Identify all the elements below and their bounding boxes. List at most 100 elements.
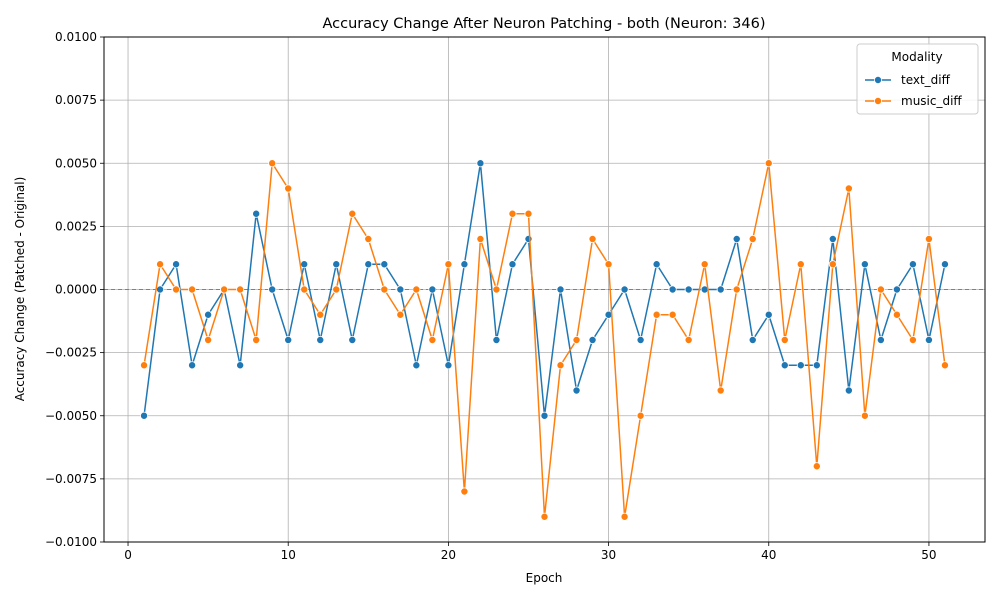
- data-point-text_diff: [748, 335, 757, 344]
- data-point-text_diff: [428, 285, 437, 294]
- data-point-music_diff: [844, 184, 853, 193]
- data-point-text_diff: [172, 260, 181, 269]
- data-point-text_diff: [332, 260, 341, 269]
- data-point-music_diff: [812, 462, 821, 471]
- legend-marker: [874, 76, 883, 85]
- data-point-text_diff: [924, 335, 933, 344]
- data-point-music_diff: [524, 209, 533, 218]
- x-tick-label: 0: [124, 548, 132, 562]
- data-point-text_diff: [300, 260, 309, 269]
- data-point-text_diff: [652, 260, 661, 269]
- data-point-music_diff: [220, 285, 229, 294]
- data-point-music_diff: [316, 310, 325, 319]
- data-point-text_diff: [844, 386, 853, 395]
- series-layer: [140, 159, 949, 521]
- data-point-music_diff: [700, 260, 709, 269]
- legend-item-text_diff: text_diff: [865, 73, 951, 87]
- data-point-music_diff: [716, 386, 725, 395]
- data-point-music_diff: [348, 209, 357, 218]
- data-point-music_diff: [924, 234, 933, 243]
- data-point-music_diff: [620, 512, 629, 521]
- data-point-music_diff: [780, 335, 789, 344]
- data-point-music_diff: [588, 234, 597, 243]
- series-music_diff: [140, 159, 949, 521]
- legend-box: [856, 43, 979, 115]
- legend-label: music_diff: [901, 94, 962, 108]
- data-point-music_diff: [156, 260, 165, 269]
- data-point-text_diff: [380, 260, 389, 269]
- data-point-text_diff: [684, 285, 693, 294]
- series-line-music_diff: [143, 162, 946, 518]
- data-point-text_diff: [412, 361, 421, 370]
- data-point-music_diff: [300, 285, 309, 294]
- y-tick-label: 0.0100: [55, 30, 97, 44]
- data-point-music_diff: [860, 411, 869, 420]
- data-point-text_diff: [524, 234, 533, 243]
- x-tick-label: 10: [281, 548, 296, 562]
- data-point-text_diff: [892, 285, 901, 294]
- data-point-text_diff: [588, 335, 597, 344]
- data-point-music_diff: [444, 260, 453, 269]
- data-point-music_diff: [428, 335, 437, 344]
- data-point-music_diff: [252, 335, 261, 344]
- data-point-music_diff: [556, 361, 565, 370]
- legend-marker: [874, 97, 883, 106]
- data-point-text_diff: [620, 285, 629, 294]
- data-point-music_diff: [684, 335, 693, 344]
- data-point-music_diff: [940, 361, 949, 370]
- y-axis-label: Accuracy Change (Patched - Original): [13, 177, 27, 402]
- data-point-music_diff: [460, 487, 469, 496]
- data-point-text_diff: [460, 260, 469, 269]
- data-point-text_diff: [540, 411, 549, 420]
- data-point-text_diff: [668, 285, 677, 294]
- data-point-music_diff: [380, 285, 389, 294]
- data-point-text_diff: [492, 335, 501, 344]
- y-tick-label: 0.0000: [55, 283, 97, 297]
- data-point-text_diff: [140, 411, 149, 420]
- legend-items: text_diff music_diff: [865, 73, 962, 108]
- data-point-text_diff: [396, 285, 405, 294]
- legend-label: text_diff: [901, 73, 951, 87]
- chart-title: Accuracy Change After Neuron Patching - …: [322, 16, 765, 32]
- data-point-text_diff: [876, 335, 885, 344]
- data-point-text_diff: [156, 285, 165, 294]
- grid-lines: [104, 36, 985, 543]
- data-point-text_diff: [284, 335, 293, 344]
- data-point-music_diff: [396, 310, 405, 319]
- y-tick-label: 0.0050: [55, 156, 97, 170]
- data-point-text_diff: [252, 209, 261, 218]
- data-point-music_diff: [636, 411, 645, 420]
- y-tick-label: 0.0025: [55, 219, 97, 233]
- data-point-text_diff: [236, 361, 245, 370]
- data-point-music_diff: [764, 159, 773, 168]
- data-point-music_diff: [652, 310, 661, 319]
- data-point-music_diff: [140, 361, 149, 370]
- x-tick-label: 40: [761, 548, 776, 562]
- data-point-music_diff: [204, 335, 213, 344]
- data-point-text_diff: [732, 234, 741, 243]
- y-tick-label: 0.0075: [55, 93, 97, 107]
- legend-title: Modality: [891, 50, 942, 64]
- data-point-text_diff: [188, 361, 197, 370]
- data-point-text_diff: [508, 260, 517, 269]
- data-point-music_diff: [748, 234, 757, 243]
- data-point-music_diff: [572, 335, 581, 344]
- x-tick-label: 50: [921, 548, 936, 562]
- data-point-text_diff: [556, 285, 565, 294]
- data-point-text_diff: [364, 260, 373, 269]
- legend-item-music_diff: music_diff: [865, 94, 962, 108]
- data-point-music_diff: [332, 285, 341, 294]
- data-point-text_diff: [940, 260, 949, 269]
- data-point-text_diff: [268, 285, 277, 294]
- data-point-music_diff: [604, 260, 613, 269]
- legend: Modality text_diff music_diff: [856, 43, 979, 115]
- data-point-music_diff: [172, 285, 181, 294]
- y-tick-label: −0.0050: [45, 409, 97, 423]
- data-point-music_diff: [876, 285, 885, 294]
- data-point-music_diff: [412, 285, 421, 294]
- data-point-music_diff: [492, 285, 501, 294]
- data-point-music_diff: [892, 310, 901, 319]
- data-point-music_diff: [732, 285, 741, 294]
- data-point-text_diff: [444, 361, 453, 370]
- y-tick-label: −0.0075: [45, 472, 97, 486]
